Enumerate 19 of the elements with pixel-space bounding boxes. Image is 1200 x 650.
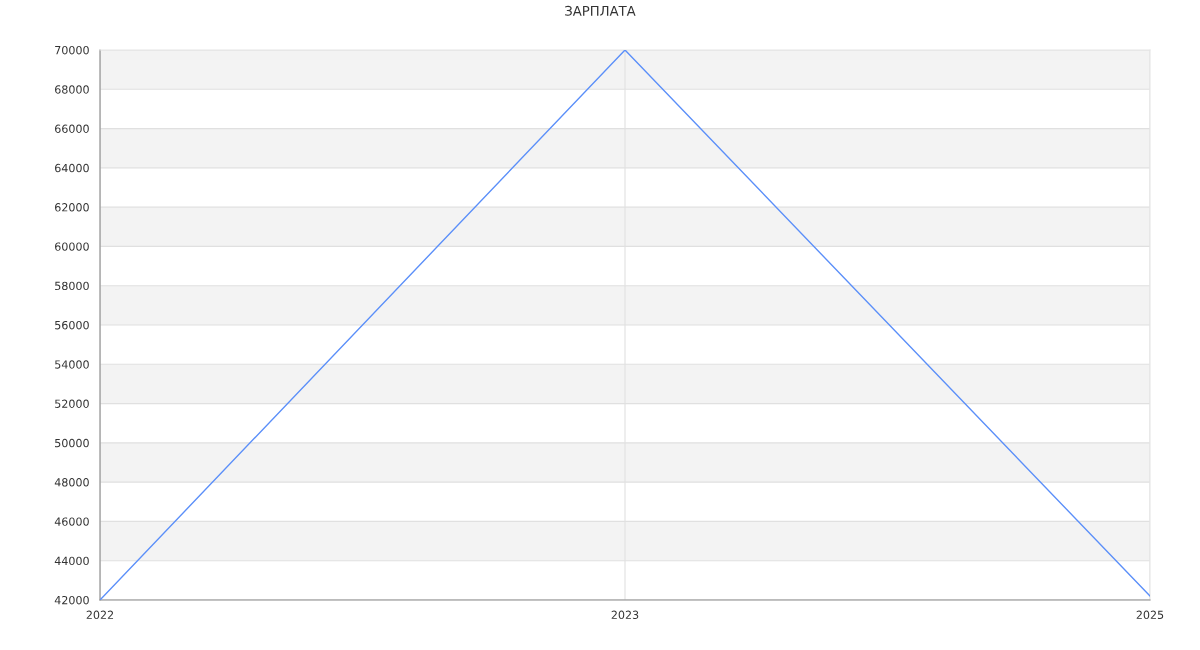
y-tick-label: 60000 <box>55 242 89 251</box>
y-tick-label: 44000 <box>54 556 89 566</box>
y-tick-label: 48000 <box>54 478 89 487</box>
y-tick-label: 46000 <box>54 517 89 526</box>
y-tick-label: 58000 <box>55 281 89 291</box>
x-tick-label: 2023 <box>611 610 639 620</box>
y-tick-label: 42000 <box>54 595 89 605</box>
y-tick-label: 54000 <box>55 360 89 369</box>
y-tick-label: 68000 <box>55 85 89 94</box>
y-tick-label: 66000 <box>55 124 89 133</box>
y-tick-label: 62000 <box>55 203 89 212</box>
y-tick-label: 50000 <box>55 438 89 448</box>
chart-title: ЗАРПЛАТА <box>565 5 636 16</box>
y-tick-label: 64000 <box>55 163 89 173</box>
y-tick-label: 52000 <box>55 399 89 408</box>
x-tick-label: 2025 <box>1136 610 1164 620</box>
y-tick-label: 56000 <box>55 320 89 330</box>
x-tick-label: 2022 <box>86 610 114 620</box>
y-tick-label: 70000 <box>55 45 89 55</box>
